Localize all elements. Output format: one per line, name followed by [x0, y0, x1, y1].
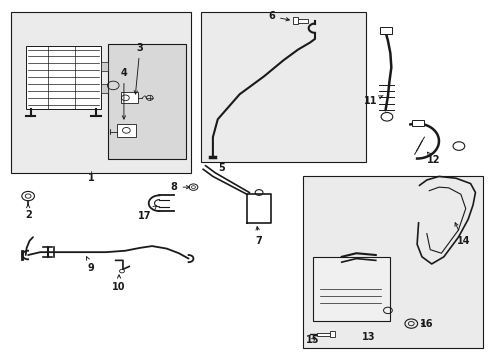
Bar [312, 257, 389, 321]
Bar [379, 27, 391, 33]
Bar [296, 18, 307, 23]
Text: 7: 7 [255, 227, 262, 246]
Bar [101, 62, 108, 71]
Bar [329, 332, 335, 337]
Bar [120, 93, 137, 103]
Text: 15: 15 [305, 335, 319, 345]
Text: 9: 9 [86, 257, 95, 273]
Bar [108, 44, 186, 158]
Text: 17: 17 [138, 206, 156, 221]
Text: 4: 4 [121, 68, 127, 119]
Bar [302, 176, 482, 348]
Bar [11, 12, 191, 173]
Text: 14: 14 [454, 223, 469, 246]
Bar [292, 18, 297, 24]
Bar [317, 333, 329, 336]
Bar [411, 120, 424, 126]
Text: 2: 2 [25, 204, 31, 220]
Text: 1: 1 [88, 173, 95, 183]
Text: 11: 11 [364, 95, 382, 107]
Text: 12: 12 [427, 152, 440, 165]
Bar [201, 12, 366, 162]
Text: 16: 16 [419, 319, 433, 329]
Text: 6: 6 [268, 12, 289, 21]
Text: 8: 8 [170, 182, 189, 192]
Bar [101, 84, 108, 93]
Text: 3: 3 [134, 43, 143, 94]
Bar [117, 123, 135, 137]
Text: 10: 10 [112, 275, 125, 292]
Bar [26, 46, 101, 109]
Text: 13: 13 [361, 332, 374, 342]
Text: 5: 5 [217, 163, 224, 173]
